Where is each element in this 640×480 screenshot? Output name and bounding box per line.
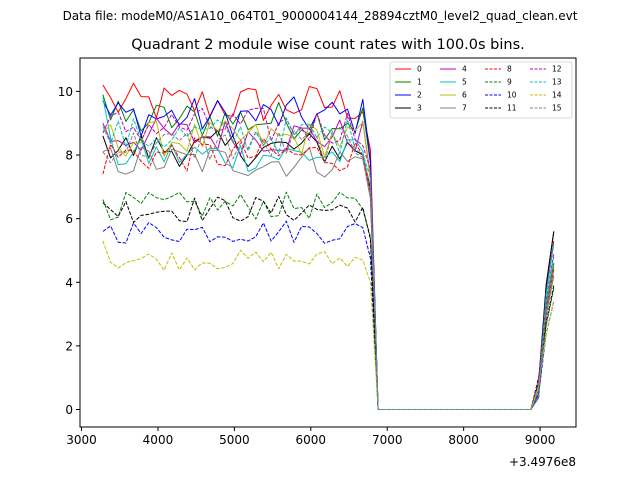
chart-suptitle: Data file: modeM0/AS1A10_064T01_90000041…	[63, 9, 578, 23]
x-tick-label: 7000	[372, 433, 403, 447]
legend-label-9: 9	[507, 78, 512, 87]
legend-label-13: 13	[552, 78, 562, 87]
x-tick-label: 6000	[296, 433, 327, 447]
y-axis: 0 2 4 6 8 10	[58, 85, 80, 417]
legend-label-11: 11	[507, 104, 517, 113]
x-tick-label: 3000	[66, 433, 97, 447]
legend-label-2: 2	[417, 91, 422, 100]
y-tick-label: 8	[65, 149, 73, 163]
legend-label-6: 6	[462, 91, 467, 100]
plot-area	[79, 57, 577, 428]
series-group	[102, 82, 555, 410]
legend-label-7: 7	[462, 104, 467, 113]
y-tick-label: 6	[65, 212, 73, 226]
legend-frame	[389, 61, 573, 119]
legend-label-4: 4	[462, 65, 467, 74]
legend-label-12: 12	[552, 65, 562, 74]
plot-frame	[79, 57, 577, 428]
x-tick-label: 4000	[143, 433, 174, 447]
x-axis: 3000 4000 5000 6000 7000 8000 9000	[66, 427, 555, 447]
series-line-10	[102, 220, 555, 410]
y-tick-label: 10	[58, 85, 73, 99]
legend-label-10: 10	[507, 91, 517, 100]
legend-label-3: 3	[417, 104, 422, 113]
y-tick-label: 2	[65, 339, 73, 353]
x-tick-label: 8000	[448, 433, 479, 447]
x-offset-label: +3.4976e8	[509, 455, 576, 469]
x-tick-label: 9000	[525, 433, 556, 447]
legend-label-8: 8	[507, 65, 512, 74]
legend-label-15: 15	[552, 104, 562, 113]
legend-label-5: 5	[462, 78, 467, 87]
x-tick-label: 5000	[219, 433, 250, 447]
y-tick-label: 0	[65, 403, 73, 417]
chart-title: Quadrant 2 module wise count rates with …	[131, 37, 525, 53]
legend-label-1: 1	[417, 78, 422, 87]
legend-label-14: 14	[552, 91, 562, 100]
y-tick-label: 4	[65, 276, 73, 290]
legend-label-0: 0	[417, 65, 422, 74]
series-line-15	[102, 126, 555, 410]
